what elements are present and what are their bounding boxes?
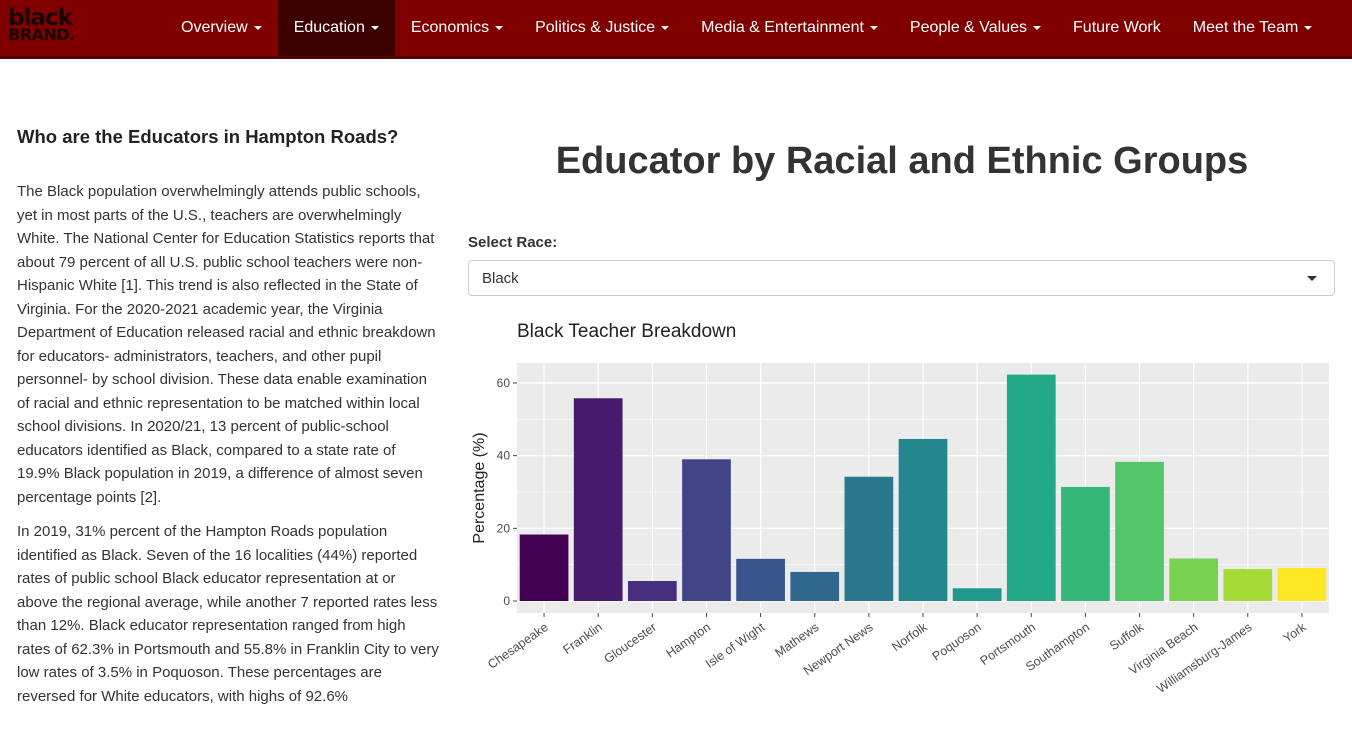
chevron-down-icon	[1307, 276, 1317, 281]
nav-item-meet-the-team[interactable]: Meet the Team	[1177, 0, 1329, 56]
nav-item-media-entertainment[interactable]: Media & Entertainment	[685, 0, 894, 56]
y-axis-label: Percentage (%)	[471, 432, 488, 543]
nav-item-label: People & Values	[909, 19, 1028, 36]
sidebar-paragraph: In 2019, 31% percent of the Hampton Road…	[17, 523, 439, 705]
caret-down-icon	[253, 26, 262, 30]
nav-item-future-work[interactable]: Future Work	[1057, 0, 1177, 56]
caret-down-icon	[869, 26, 878, 30]
page-title: Educator by Racial and Ethnic Groups	[555, 140, 1249, 182]
bar	[682, 459, 731, 601]
bar	[1277, 567, 1327, 601]
x-tick-label: Hampton	[664, 620, 714, 661]
nav-item-label: Future Work	[1073, 19, 1161, 36]
brand-line2: BRAND.	[8, 25, 75, 44]
x-tick-label: Mathews	[772, 620, 821, 660]
bar	[627, 581, 677, 601]
y-tick-label: 20	[497, 521, 511, 535]
brand-line1: black	[8, 5, 73, 31]
y-tick-label: 0	[503, 594, 510, 608]
y-tick-label: 60	[497, 376, 511, 390]
sidebar-paragraph: The Black population overwhelmingly atte…	[17, 183, 436, 506]
nav-item-people-values[interactable]: People & Values	[894, 0, 1057, 56]
x-tick-label: York	[1281, 620, 1310, 646]
nav-item-label: Politics & Justice	[535, 19, 656, 36]
x-tick-label: Norfolk	[889, 620, 930, 655]
navbar: black BRAND. Overview Education Economics P…	[0, 0, 1352, 59]
x-tick-label: Chesapeake	[485, 620, 551, 672]
caret-down-icon	[370, 26, 379, 30]
race-select[interactable]: Black	[468, 260, 1335, 296]
bar	[844, 476, 894, 601]
race-select-value: Black	[482, 270, 519, 287]
nav-item-label: Economics	[410, 19, 490, 36]
bar	[573, 398, 623, 601]
sidebar: Who are the Educators in Hampton Roads? …	[17, 126, 439, 719]
nav-menu: Overview Education Economics Politics & Jus…	[165, 0, 1328, 56]
caret-down-icon	[495, 26, 504, 30]
y-tick-label: 40	[497, 449, 511, 463]
x-tick-label: Franklin	[560, 620, 604, 657]
nav-item-overview[interactable]: Overview	[165, 0, 278, 56]
x-tick-label: Poquoson	[930, 620, 984, 664]
select-race-label: Select Race:	[468, 234, 558, 251]
nav-item-label: Education	[293, 19, 365, 36]
sidebar-heading: Who are the Educators in Hampton Roads?	[17, 126, 399, 147]
bar	[1169, 558, 1219, 601]
caret-down-icon	[1033, 26, 1042, 30]
chart-title: Black Teacher Breakdown	[517, 321, 736, 342]
bar	[736, 558, 785, 601]
bar	[1061, 486, 1110, 601]
nav-item-label: Media & Entertainment	[701, 19, 864, 36]
x-tick-label: Isle of Wight	[703, 620, 768, 671]
bar	[1115, 461, 1164, 601]
x-tick-label: Williamsburg-James	[1154, 620, 1254, 696]
caret-down-icon	[1304, 26, 1313, 30]
nav-item-education[interactable]: Education	[277, 0, 395, 56]
nav-item-label: Overview	[181, 19, 248, 36]
brand-logo[interactable]: black BRAND.	[8, 7, 75, 43]
x-tick-label: Suffolk	[1107, 620, 1147, 654]
nav-item-label: Meet the Team	[1192, 19, 1299, 36]
caret-down-icon	[661, 26, 670, 30]
bar	[790, 571, 840, 601]
bar	[1223, 569, 1273, 601]
nav-item-politics-justice[interactable]: Politics & Justice	[519, 0, 685, 56]
bar	[898, 438, 948, 601]
bar	[1006, 374, 1056, 601]
nav-item-economics[interactable]: Economics	[395, 0, 519, 56]
bar	[952, 588, 1002, 601]
x-tick-label: Gloucester	[602, 620, 660, 666]
bar	[519, 534, 569, 601]
